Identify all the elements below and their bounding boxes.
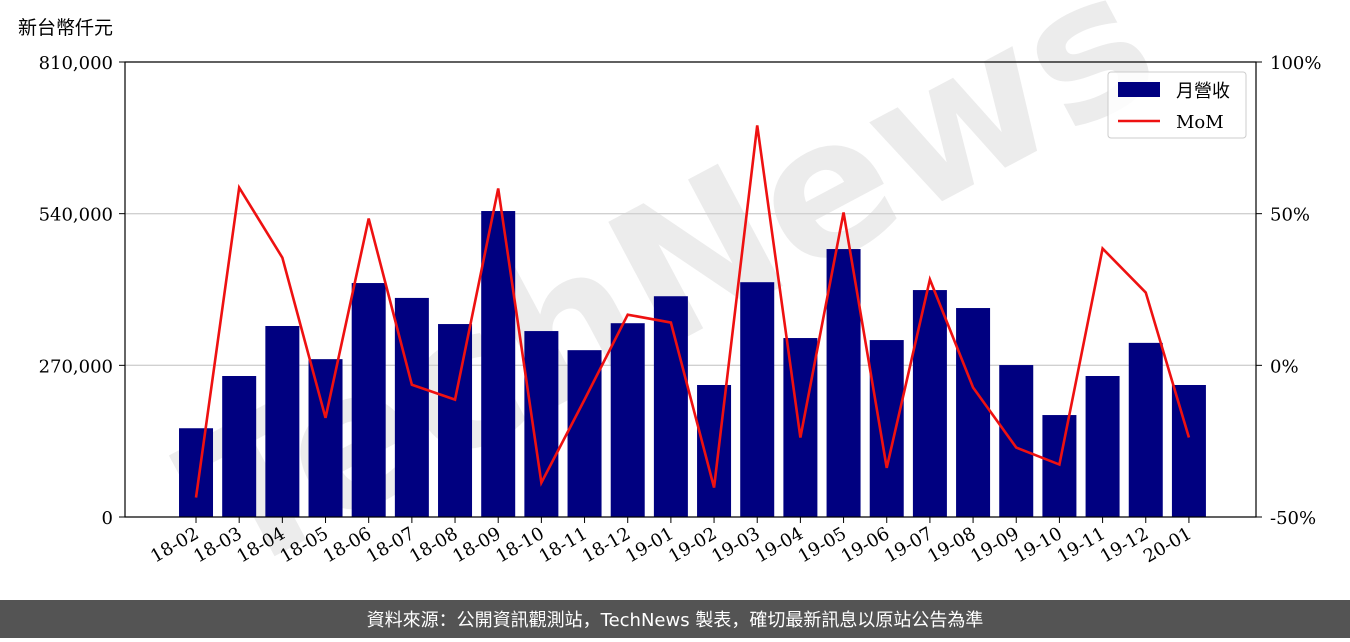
bar bbox=[783, 338, 818, 517]
bar bbox=[524, 331, 559, 517]
plot-frame bbox=[124, 61, 1257, 518]
bar bbox=[1128, 342, 1163, 517]
x-tick-label: 18-02 bbox=[147, 523, 202, 567]
bar bbox=[610, 323, 645, 517]
footer-bar bbox=[0, 600, 1350, 638]
bar bbox=[740, 282, 775, 517]
bar bbox=[869, 340, 904, 517]
y2-tick-label: 100% bbox=[1270, 53, 1321, 74]
bar bbox=[1171, 384, 1206, 517]
bar bbox=[222, 376, 257, 517]
legend-label: MoM bbox=[1176, 112, 1224, 133]
x-tick-label: 19-07 bbox=[881, 523, 936, 567]
y-tick-label: 270,000 bbox=[39, 356, 113, 377]
x-tick-label: 19-03 bbox=[708, 523, 763, 567]
x-tick-label: 19-10 bbox=[1010, 523, 1065, 567]
x-tick-label: 20-01 bbox=[1140, 523, 1195, 567]
bar bbox=[394, 297, 429, 517]
bar bbox=[351, 283, 386, 517]
y-axis-label: 新台幣仟元 bbox=[18, 17, 113, 39]
legend-swatch bbox=[1118, 82, 1160, 97]
legend-label: 月營收 bbox=[1176, 81, 1230, 102]
bar bbox=[438, 324, 473, 517]
x-tick-label: 18-11 bbox=[536, 523, 591, 567]
bar bbox=[179, 428, 214, 517]
y2-tick-label: -50% bbox=[1270, 508, 1316, 529]
bar bbox=[956, 308, 991, 517]
x-tick-label: 19-06 bbox=[838, 523, 893, 567]
y-tick-label: 540,000 bbox=[39, 205, 113, 226]
x-tick-label: 19-05 bbox=[795, 523, 850, 567]
x-tick-label: 19-09 bbox=[967, 523, 1022, 567]
x-tick-label: 19-04 bbox=[751, 523, 806, 567]
bar bbox=[999, 365, 1034, 517]
bar bbox=[481, 211, 516, 517]
footer-text: 資料來源：公開資訊觀測站，TechNews 製表，確切最新訊息以原站公告為準 bbox=[367, 610, 984, 631]
x-tick-label: 19-11 bbox=[1054, 523, 1109, 567]
x-tick-label: 18-09 bbox=[449, 523, 504, 567]
bar bbox=[697, 384, 732, 517]
bar bbox=[265, 326, 300, 517]
x-tick-label: 19-12 bbox=[1097, 523, 1152, 567]
bar bbox=[1042, 415, 1077, 517]
line bbox=[194, 125, 1191, 498]
bar bbox=[912, 290, 947, 517]
x-tick-label: 18-12 bbox=[579, 523, 634, 567]
y-tick-label: 0 bbox=[102, 508, 113, 529]
y-tick-label: 810,000 bbox=[39, 53, 113, 74]
x-tick-label: 18-10 bbox=[492, 523, 547, 567]
y2-tick-label: 50% bbox=[1270, 205, 1310, 226]
bar bbox=[653, 296, 688, 517]
y2-tick-label: 0% bbox=[1270, 356, 1299, 377]
x-tick-label: 19-08 bbox=[924, 523, 979, 567]
x-tick-label: 19-01 bbox=[622, 523, 677, 567]
bar bbox=[308, 359, 343, 517]
bar bbox=[826, 249, 861, 518]
bar bbox=[1085, 376, 1120, 517]
x-tick-label: 19-02 bbox=[665, 523, 720, 567]
